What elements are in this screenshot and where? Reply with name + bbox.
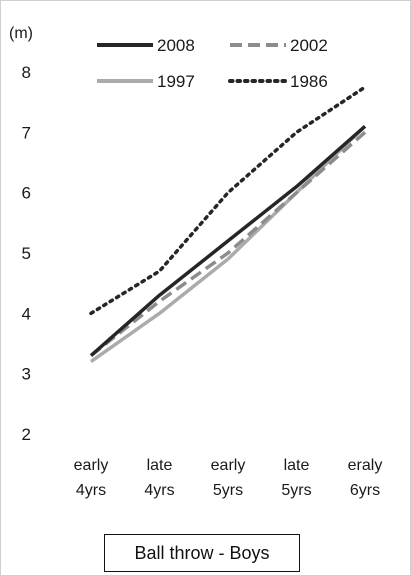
y-tick-label: 3 <box>22 365 31 384</box>
series-line-2008 <box>89 124 367 357</box>
y-tick-label: 4 <box>22 304 31 323</box>
series-lines <box>89 85 367 364</box>
y-tick-label: 6 <box>22 184 31 203</box>
y-tick-label: 2 <box>22 425 31 444</box>
legend-label: 2008 <box>157 36 195 55</box>
legend-item-2008: 2008 <box>97 36 195 55</box>
legend-item-2002: 2002 <box>230 36 328 55</box>
x-category-labels: early 4yrs late 4yrs early 5yrs late 5yrs eraly 6… <box>74 457 383 499</box>
legend-item-1986: 1986 <box>228 72 328 91</box>
x-category-label-line: eraly <box>348 457 383 474</box>
x-category-label-line: early <box>211 457 246 474</box>
chart-title: Ball throw - Boys <box>104 534 300 572</box>
x-category-label-line: 5yrs <box>213 482 243 499</box>
series-line-1986 <box>89 85 367 316</box>
x-category-label-line: late <box>147 457 173 474</box>
x-category-label-line: 6yrs <box>350 482 380 499</box>
x-category-label-line: 4yrs <box>76 482 106 499</box>
x-category-label-line: early <box>74 457 109 474</box>
y-tick-label: 5 <box>22 244 31 263</box>
legend-label: 2002 <box>290 36 328 55</box>
x-category-label-line: 5yrs <box>281 482 311 499</box>
x-category-label: early 4yrs <box>74 457 109 499</box>
x-category-label: eraly 6yrs <box>348 457 383 499</box>
x-category-label-line: late <box>284 457 310 474</box>
series-line-2002 <box>89 131 367 357</box>
y-axis-unit-label: (m) <box>9 25 33 42</box>
legend-label: 1997 <box>157 72 195 91</box>
x-category-label: late 4yrs <box>144 457 174 499</box>
legend-item-1997: 1997 <box>97 72 195 91</box>
x-category-label-line: 4yrs <box>144 482 174 499</box>
y-tick-label: 8 <box>22 63 31 82</box>
y-tick-labels: 2 3 4 5 6 7 8 <box>22 63 31 444</box>
x-category-label: late 5yrs <box>281 457 311 499</box>
legend: 2008 2002 1997 1986 <box>97 36 328 91</box>
legend-label: 1986 <box>290 72 328 91</box>
y-tick-label: 7 <box>22 123 31 142</box>
x-category-label: early 5yrs <box>211 457 246 499</box>
